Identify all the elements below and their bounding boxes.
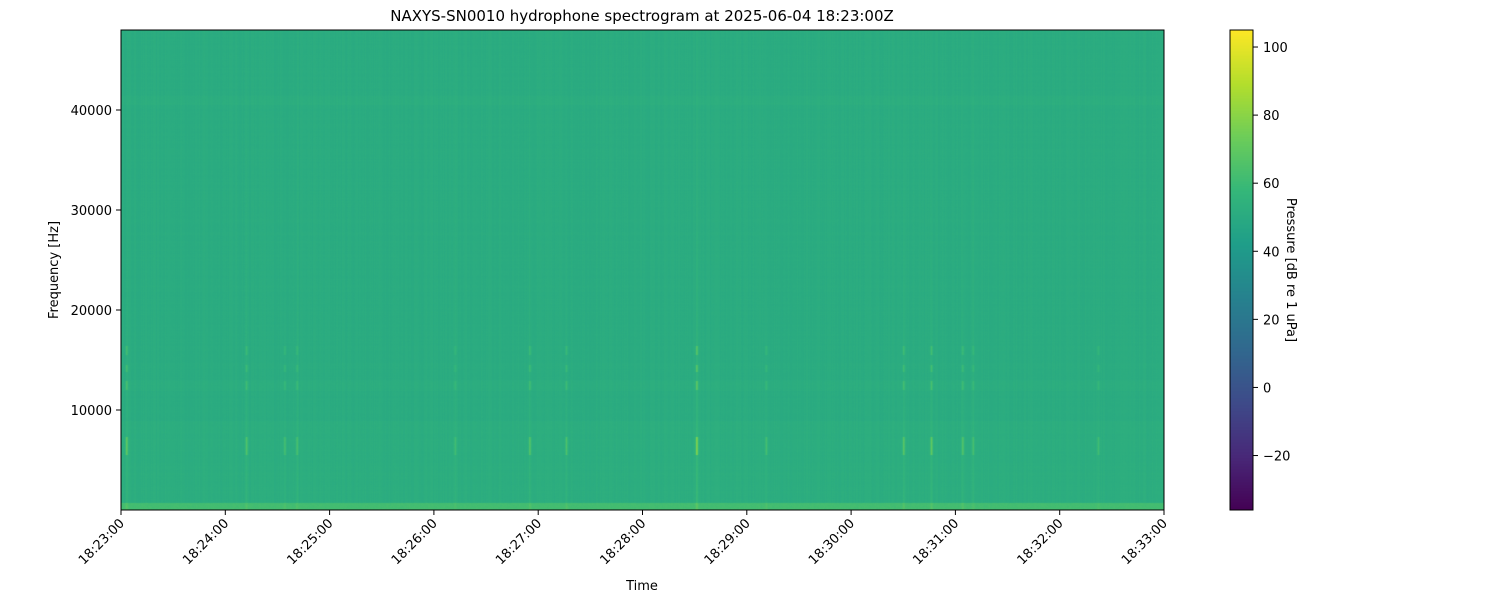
colorbar-tick-label: 20 <box>1263 313 1280 328</box>
x-tick-label: 18:26:00 <box>389 516 441 568</box>
x-tick-label: 18:28:00 <box>597 516 649 568</box>
y-axis-ticks: 10000 20000 30000 40000 <box>71 104 121 419</box>
x-tick-label: 18:27:00 <box>493 516 545 568</box>
y-tick-label: 20000 <box>71 304 112 319</box>
colorbar <box>1230 30 1253 510</box>
colorbar-tick-label: 100 <box>1263 41 1288 56</box>
colorbar-label: Pressure [dB re 1 uPa] <box>1283 198 1298 342</box>
y-tick-label: 40000 <box>71 104 112 119</box>
x-tick-label: 18:25:00 <box>285 516 337 568</box>
y-tick-label: 10000 <box>71 404 112 419</box>
x-tick-label: 18:23:00 <box>76 516 128 568</box>
x-tick-label: 18:24:00 <box>180 516 232 568</box>
x-axis-ticks: 18:23:00 18:24:00 18:25:00 18:26:00 18:27:00… <box>76 510 1171 568</box>
x-tick-label: 18:29:00 <box>702 516 754 568</box>
x-tick-label: 18:33:00 <box>1119 516 1171 568</box>
chart-title: NAXYS-SN0010 hydrophone spectrogram at 2… <box>390 7 894 25</box>
colorbar-frame <box>1229 29 1254 511</box>
y-tick-label: 30000 <box>71 204 112 219</box>
y-axis-label: Frequency [Hz] <box>47 221 62 319</box>
colorbar-tick-label: 0 <box>1263 381 1271 396</box>
x-axis-label: Time <box>625 579 658 594</box>
x-tick-label: 18:32:00 <box>1015 516 1067 568</box>
colorbar-ticks: −20 0 20 40 60 80 100 <box>1253 41 1290 465</box>
x-tick-label: 18:31:00 <box>910 516 962 568</box>
colorbar-tick-label: 60 <box>1263 177 1280 192</box>
colorbar-tick-label: −20 <box>1263 450 1290 465</box>
colorbar-tick-label: 80 <box>1263 109 1280 124</box>
x-tick-label: 18:30:00 <box>806 516 858 568</box>
colorbar-tick-label: 40 <box>1263 245 1280 260</box>
spectrogram-image <box>121 30 1164 510</box>
plot-frame <box>120 29 1165 511</box>
